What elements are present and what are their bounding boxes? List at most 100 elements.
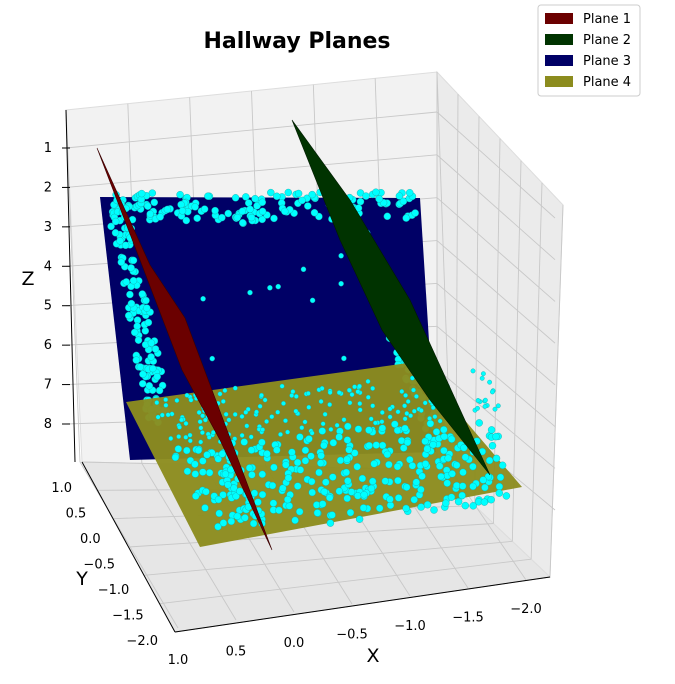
legend-label: Plane 4: [583, 75, 631, 90]
point: [139, 370, 147, 378]
grid-line-x: [79, 461, 179, 629]
point: [461, 501, 469, 510]
point: [485, 456, 494, 465]
point: [300, 266, 307, 272]
point: [404, 411, 410, 416]
point: [443, 479, 451, 487]
point: [495, 403, 501, 409]
legend-label: Plane 3: [583, 54, 631, 69]
point: [351, 449, 359, 457]
point: [291, 516, 299, 524]
point: [343, 455, 351, 463]
point: [200, 205, 209, 213]
point: [319, 385, 325, 391]
point: [335, 487, 343, 495]
point: [182, 216, 191, 225]
grid-line-z: [65, 111, 438, 149]
point: [480, 371, 486, 377]
point: [269, 414, 275, 420]
point: [257, 403, 263, 409]
point: [199, 430, 205, 435]
point: [243, 409, 249, 415]
point: [218, 450, 226, 458]
point: [365, 394, 371, 400]
z-tick-label: 8: [44, 417, 52, 432]
point: [402, 416, 408, 422]
point: [352, 384, 357, 390]
point: [317, 452, 325, 460]
point: [383, 212, 391, 221]
point: [245, 464, 254, 472]
point: [401, 424, 409, 433]
point: [365, 426, 373, 434]
point: [313, 509, 322, 517]
point: [249, 519, 258, 528]
point: [341, 355, 347, 362]
point: [305, 435, 313, 443]
point: [206, 434, 212, 440]
point: [239, 432, 245, 438]
point: [288, 448, 296, 456]
point: [440, 426, 448, 434]
point: [395, 192, 404, 200]
point: [191, 460, 199, 468]
legend-swatch: [545, 34, 573, 45]
point: [447, 493, 456, 501]
point: [279, 484, 287, 492]
point: [147, 353, 155, 361]
point: [403, 392, 408, 398]
point: [163, 402, 169, 408]
point: [394, 494, 403, 502]
point: [171, 453, 180, 462]
point: [343, 436, 352, 444]
point: [258, 438, 266, 447]
point: [409, 375, 415, 381]
point: [154, 400, 160, 405]
grid-line-y: [143, 540, 513, 576]
point: [233, 512, 242, 520]
point: [298, 196, 306, 205]
point: [174, 445, 183, 453]
point: [454, 497, 463, 506]
point: [387, 406, 393, 412]
x-tick-label: −0.5: [336, 628, 368, 643]
point: [320, 488, 328, 496]
point: [209, 355, 215, 362]
point: [338, 281, 344, 287]
point: [459, 482, 467, 490]
point: [132, 356, 141, 364]
point: [395, 409, 401, 415]
point: [284, 474, 293, 482]
grid-line-z: [436, 197, 556, 302]
point: [393, 426, 402, 435]
point: [353, 463, 361, 471]
point: [187, 438, 193, 444]
point: [385, 460, 393, 469]
point: [290, 389, 296, 394]
point: [239, 414, 245, 419]
z-tick-label: 3: [44, 220, 52, 235]
point: [326, 494, 334, 502]
point: [411, 408, 417, 414]
point: [144, 202, 152, 210]
point: [502, 492, 511, 500]
point: [354, 425, 363, 433]
point: [326, 519, 335, 527]
point: [479, 375, 485, 381]
point: [336, 456, 345, 465]
point: [372, 441, 380, 449]
point: [357, 407, 363, 413]
point: [147, 339, 156, 347]
point: [281, 400, 286, 406]
point: [179, 417, 184, 423]
point: [282, 461, 290, 469]
y-tick-labels: 1.0 0.5 0.0 −0.5 −1.0 −1.5 −2.0: [51, 481, 158, 649]
point: [358, 474, 367, 483]
point: [440, 432, 448, 441]
point: [220, 398, 226, 404]
point: [155, 386, 164, 395]
point: [116, 237, 124, 245]
point: [306, 404, 312, 410]
point: [267, 285, 273, 291]
legend-swatch: [545, 13, 573, 24]
